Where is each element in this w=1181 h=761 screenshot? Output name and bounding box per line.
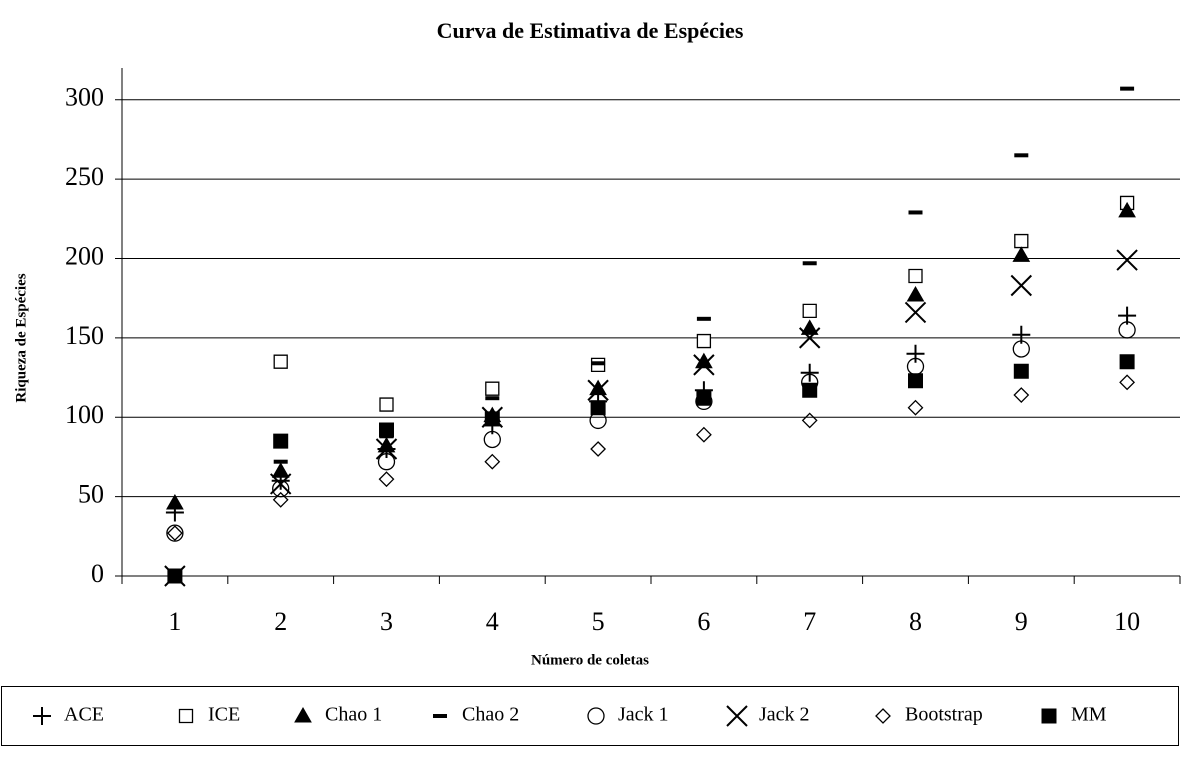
y-tick-label: 0 [91, 559, 104, 588]
legend-marker [1041, 708, 1057, 724]
y-tick-label: 100 [65, 400, 104, 429]
x-tick-label: 1 [168, 607, 181, 636]
legend-label: ICE [208, 704, 240, 726]
legend-label: Chao 1 [325, 704, 382, 726]
y-axis-title: Riqueza de Espécies [13, 273, 29, 402]
chart-title: Curva de Estimativa de Espécies [437, 18, 744, 43]
point [1116, 249, 1138, 271]
point [693, 354, 715, 376]
point [798, 327, 821, 349]
point [167, 568, 183, 584]
point [1014, 233, 1029, 249]
x-tick-label: 5 [592, 607, 605, 636]
point [166, 524, 184, 542]
point [1118, 201, 1136, 218]
point [484, 453, 501, 470]
point [1013, 387, 1030, 403]
y-tick-label: 150 [65, 321, 104, 350]
legend-box [1, 686, 1179, 746]
point [907, 399, 924, 416]
point [377, 453, 396, 471]
point [908, 373, 923, 389]
legend-label: Jack 1 [618, 704, 669, 726]
point [273, 433, 289, 449]
x-tick-label: 2 [274, 607, 287, 636]
x-axis-title: Número de coletas [531, 652, 649, 668]
legend-marker [587, 707, 605, 725]
point [378, 471, 395, 488]
legend-marker [875, 708, 891, 724]
legend-marker [178, 708, 194, 724]
point [802, 382, 818, 398]
x-tick-label: 8 [909, 607, 922, 636]
point [800, 319, 819, 335]
point [590, 400, 606, 416]
point [590, 441, 607, 457]
point [273, 354, 288, 369]
legend-marker [33, 707, 51, 725]
point [800, 363, 819, 382]
legend-marker [294, 706, 312, 723]
legend-marker [726, 705, 748, 727]
legend-label: ACE [64, 704, 104, 726]
point [908, 268, 923, 284]
point [1119, 374, 1136, 391]
point [1012, 246, 1031, 262]
point [375, 438, 398, 460]
point [904, 301, 927, 324]
point [906, 344, 925, 363]
legend-label: MM [1071, 704, 1107, 726]
y-tick-label: 250 [65, 162, 104, 191]
x-tick-label: 9 [1015, 607, 1028, 636]
point [906, 286, 925, 302]
x-tick-label: 4 [486, 607, 499, 636]
x-tick-label: 10 [1114, 607, 1140, 636]
point [906, 357, 925, 376]
point [1012, 340, 1030, 358]
point [1013, 363, 1029, 379]
point [379, 397, 394, 412]
point [484, 411, 500, 427]
point [166, 525, 183, 542]
y-tick-label: 300 [65, 83, 104, 112]
point [587, 379, 609, 401]
y-tick-label: 200 [65, 241, 104, 270]
y-tick-label: 50 [78, 480, 104, 509]
point [1118, 321, 1136, 339]
point [696, 390, 712, 406]
point [802, 303, 817, 319]
point [271, 462, 290, 478]
point [485, 381, 500, 396]
point [1119, 354, 1135, 370]
legend-label: Jack 2 [759, 704, 810, 726]
x-tick-label: 7 [803, 607, 816, 636]
x-tick-label: 3 [380, 607, 393, 636]
point [379, 422, 394, 438]
legend-label: Bootstrap [905, 704, 983, 726]
point [272, 491, 289, 508]
point [272, 480, 290, 498]
point [696, 333, 712, 349]
point [695, 426, 712, 443]
x-tick-label: 6 [697, 607, 710, 636]
point [1010, 274, 1033, 297]
point [269, 473, 292, 495]
point [589, 379, 607, 396]
point [801, 412, 818, 429]
legend-label: Chao 2 [462, 704, 519, 726]
point [483, 430, 501, 449]
point [166, 493, 184, 510]
